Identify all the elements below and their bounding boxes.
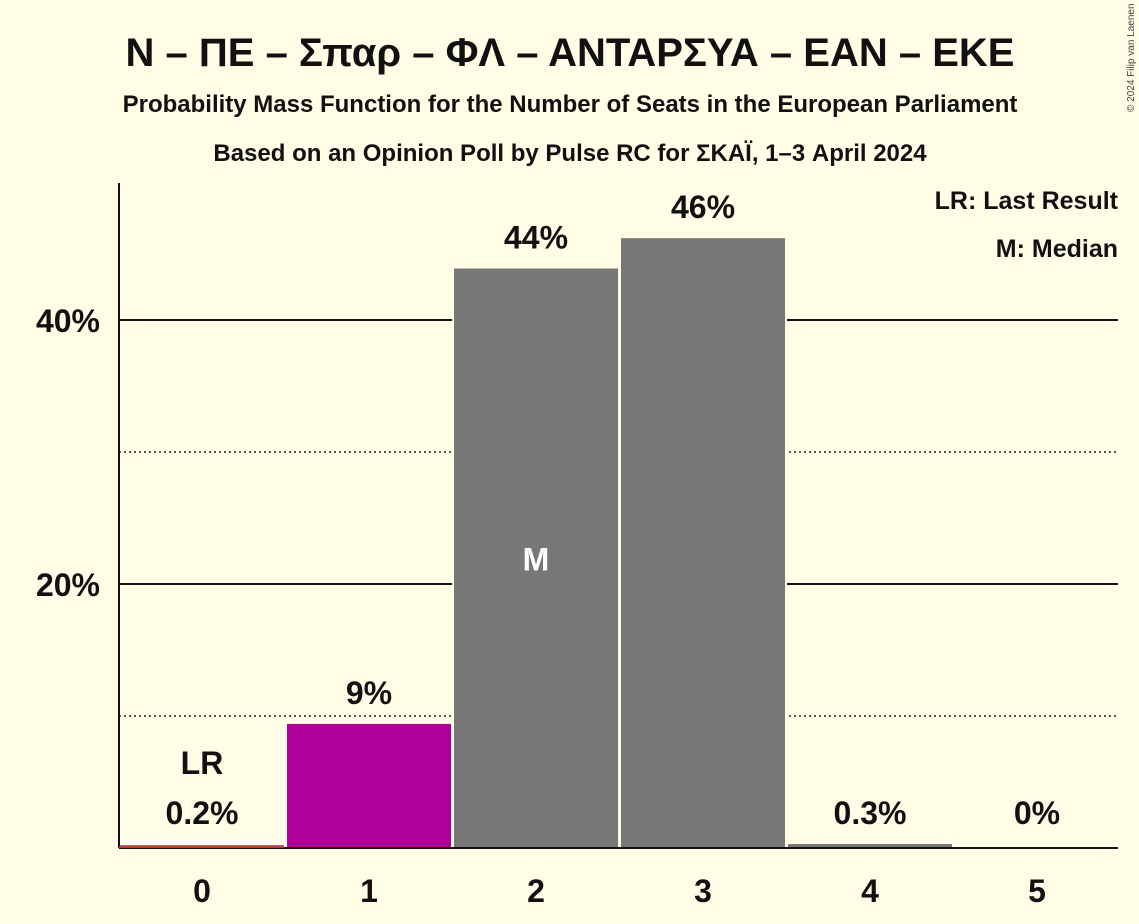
x-tick-label-4: 4 (861, 873, 879, 909)
y-tick-label-0: 20% (36, 567, 100, 603)
chart-subtitle-poll: Based on an Opinion Poll by Pulse RC for… (213, 140, 927, 167)
copyright-text: © 2024 Filip van Laenen (1126, 3, 1137, 112)
axes-group (118, 183, 1118, 849)
bar-value-label-1: 9% (346, 675, 392, 711)
last-result-marker: LR (181, 745, 224, 781)
bars-group (118, 238, 954, 848)
x-tick-label-3: 3 (694, 873, 712, 909)
bar-value-label-2: 44% (504, 220, 568, 256)
x-tick-label-0: 0 (193, 873, 211, 909)
bar-value-label-3: 46% (671, 189, 735, 225)
bar-value-label-5: 0% (1014, 795, 1060, 831)
median-marker: M (523, 541, 550, 577)
legend-last-result: LR: Last Result (935, 187, 1119, 215)
bar-value-label-4: 0.3% (834, 795, 907, 831)
x-tick-label-5: 5 (1028, 873, 1046, 909)
bar-2 (454, 268, 618, 848)
bar-value-label-0: 0.2% (166, 795, 239, 831)
x-tick-label-1: 1 (360, 873, 378, 909)
x-tick-label-2: 2 (527, 873, 545, 909)
bar-4 (788, 844, 952, 848)
chart-title: N – ΠΕ – Σπαρ – ΦΛ – ΑΝΤΑΡΣΥΑ – ΕΑΝ – ΕΚ… (126, 31, 1015, 75)
chart-subtitle: Probability Mass Function for the Number… (123, 91, 1018, 118)
labels-group: 0.2% 0 9% 1 44% 2 46% 3 0.3% 4 0% 5 LR M (166, 189, 1061, 909)
bar-1 (287, 723, 451, 848)
bar-3 (621, 238, 785, 848)
legend-median: M: Median (996, 235, 1118, 263)
y-tick-label-1: 40% (36, 303, 100, 339)
